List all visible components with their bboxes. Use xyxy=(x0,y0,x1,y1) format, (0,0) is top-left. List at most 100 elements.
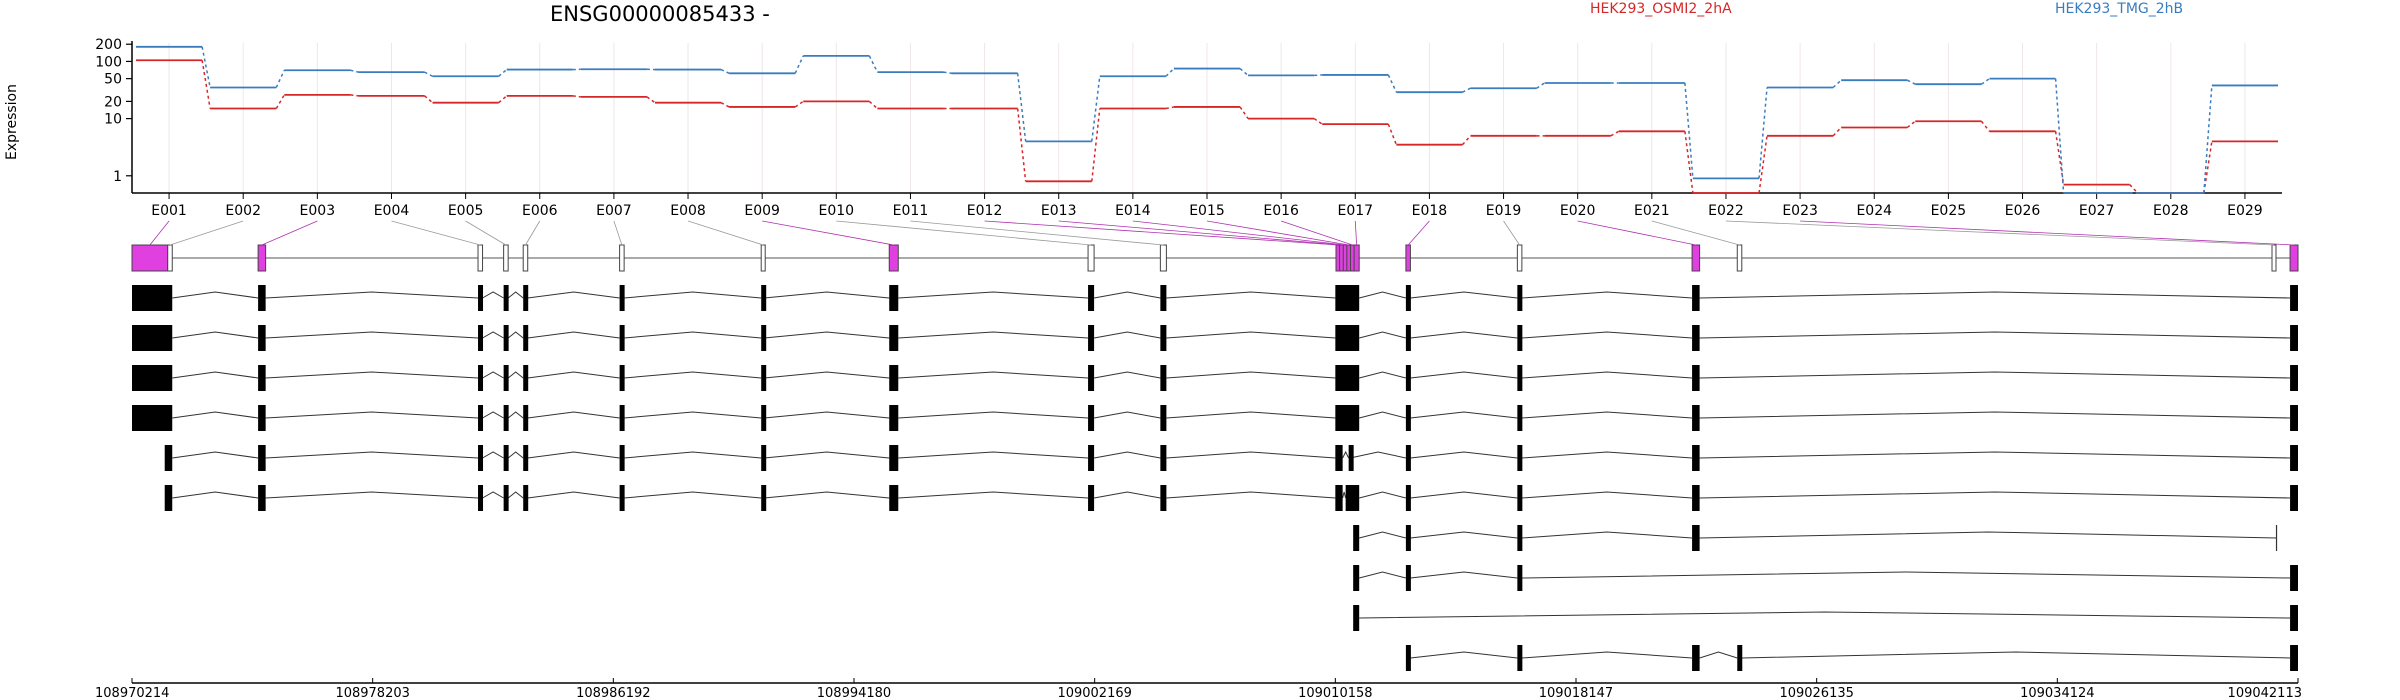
x-tick-label: E004 xyxy=(374,203,410,219)
exon-bin-connector xyxy=(1407,220,1430,246)
transcript-intron xyxy=(1410,491,1518,499)
transcript-exon xyxy=(761,405,767,431)
transcript-exon xyxy=(1692,645,1700,671)
x-tick-label: E020 xyxy=(1560,203,1596,219)
transcript-intron xyxy=(1359,411,1407,419)
exon-bin-connector xyxy=(149,220,170,246)
transcript-exon xyxy=(1692,485,1700,511)
transcript-exon xyxy=(761,285,767,311)
transcript-exon xyxy=(258,285,266,311)
transcript-intron xyxy=(1699,451,2291,459)
transcript-intron xyxy=(507,411,524,419)
exon-bin-connector xyxy=(261,220,318,246)
transcript-intron xyxy=(1410,451,1518,459)
transcript-exon xyxy=(1088,445,1095,471)
y-tick-label: 50 xyxy=(104,72,122,88)
x-tick-label: E010 xyxy=(819,203,855,219)
transcript-exon xyxy=(503,365,509,391)
transcript-exon xyxy=(523,485,529,511)
transcript-exon xyxy=(1405,645,1411,671)
x-tick-label: E009 xyxy=(744,203,780,219)
transcript-exon xyxy=(1692,525,1700,551)
transcript-exon xyxy=(2290,565,2298,591)
transcript-intron xyxy=(1359,571,1407,579)
exon-bin-connector xyxy=(1206,220,1349,246)
transcript-exon xyxy=(889,325,899,351)
transcript-intron xyxy=(1350,451,1406,459)
transcript-exon xyxy=(1405,405,1411,431)
transcript-intron xyxy=(265,291,479,299)
genomic-coordinate-label: 108970214 xyxy=(95,686,169,700)
exon-bin-connector xyxy=(1281,220,1353,246)
transcript-exon xyxy=(258,325,266,351)
transcript-exon xyxy=(1692,445,1700,471)
transcript-intron xyxy=(1410,291,1518,299)
transcript-exon xyxy=(1405,365,1411,391)
exon-bin-connector xyxy=(1503,220,1520,246)
transcript-intron xyxy=(764,451,890,459)
legend-series-b: HEK293_TMG_2hB xyxy=(2055,1,2184,17)
transcript-exon xyxy=(889,405,899,431)
transcript-intron xyxy=(898,291,1089,299)
exon-bin xyxy=(2289,244,2299,272)
transcript-exon xyxy=(761,485,767,511)
transcript-intron xyxy=(898,491,1089,499)
transcript-intron xyxy=(1094,491,1161,499)
transcript-intron xyxy=(1521,451,1693,459)
x-tick-label: E005 xyxy=(448,203,484,219)
y-tick-label: 10 xyxy=(104,112,122,128)
transcript-exon xyxy=(1335,405,1360,431)
chart-title: ENSG00000085433 - xyxy=(550,2,770,26)
transcript-intron xyxy=(482,411,504,419)
transcript-intron xyxy=(1094,291,1161,299)
transcript-intron xyxy=(1359,371,1407,379)
y-tick-label: 1 xyxy=(113,169,122,185)
transcript-exon xyxy=(523,325,529,351)
exon-bin-connector xyxy=(1577,220,1696,246)
transcript-intron xyxy=(527,291,620,299)
transcript-exon xyxy=(2290,605,2298,631)
transcript-intron xyxy=(1166,451,1336,459)
x-tick-label: E015 xyxy=(1189,203,1225,219)
transcript-exon xyxy=(1405,485,1411,511)
x-tick-label: E013 xyxy=(1041,203,1077,219)
transcript-exon xyxy=(761,445,767,471)
transcript-exon xyxy=(761,365,767,391)
transcript-exon xyxy=(503,405,509,431)
transcript-exon xyxy=(132,365,173,391)
x-tick-label: E006 xyxy=(522,203,558,219)
transcript-intron xyxy=(527,491,620,499)
transcript-exon xyxy=(1160,485,1167,511)
transcript-exon xyxy=(523,365,529,391)
transcript-exon xyxy=(478,365,484,391)
transcript-intron xyxy=(527,411,620,419)
transcript-intron xyxy=(1699,651,1738,659)
y-tick-label: 100 xyxy=(95,54,122,70)
transcript-exon xyxy=(523,405,529,431)
transcript-exon xyxy=(1692,285,1700,311)
transcript-intron xyxy=(1166,291,1336,299)
transcript-intron xyxy=(482,371,504,379)
exon-bin-connector xyxy=(391,220,481,246)
genomic-coordinate-label: 109018147 xyxy=(1539,686,1613,700)
series-connector xyxy=(201,46,2213,194)
exon-bin xyxy=(131,244,169,272)
x-tick-label: E007 xyxy=(596,203,632,219)
transcript-exon xyxy=(619,365,625,391)
x-tick-label: E029 xyxy=(2227,203,2263,219)
transcript-intron xyxy=(1699,331,2291,339)
transcript-intron xyxy=(1359,331,1407,339)
transcript-intron xyxy=(172,371,259,379)
transcript-intron xyxy=(507,371,524,379)
exon-bin-connector xyxy=(910,220,1164,246)
exon-bin xyxy=(1736,244,1743,272)
transcript-exon xyxy=(1160,445,1167,471)
transcript-exon xyxy=(889,365,899,391)
transcript-exon xyxy=(2290,445,2298,471)
transcript-intron xyxy=(1166,371,1336,379)
transcript-exon xyxy=(1160,285,1167,311)
transcript-intron xyxy=(482,451,504,459)
transcript-exon xyxy=(503,325,509,351)
transcript-exon xyxy=(1160,405,1167,431)
